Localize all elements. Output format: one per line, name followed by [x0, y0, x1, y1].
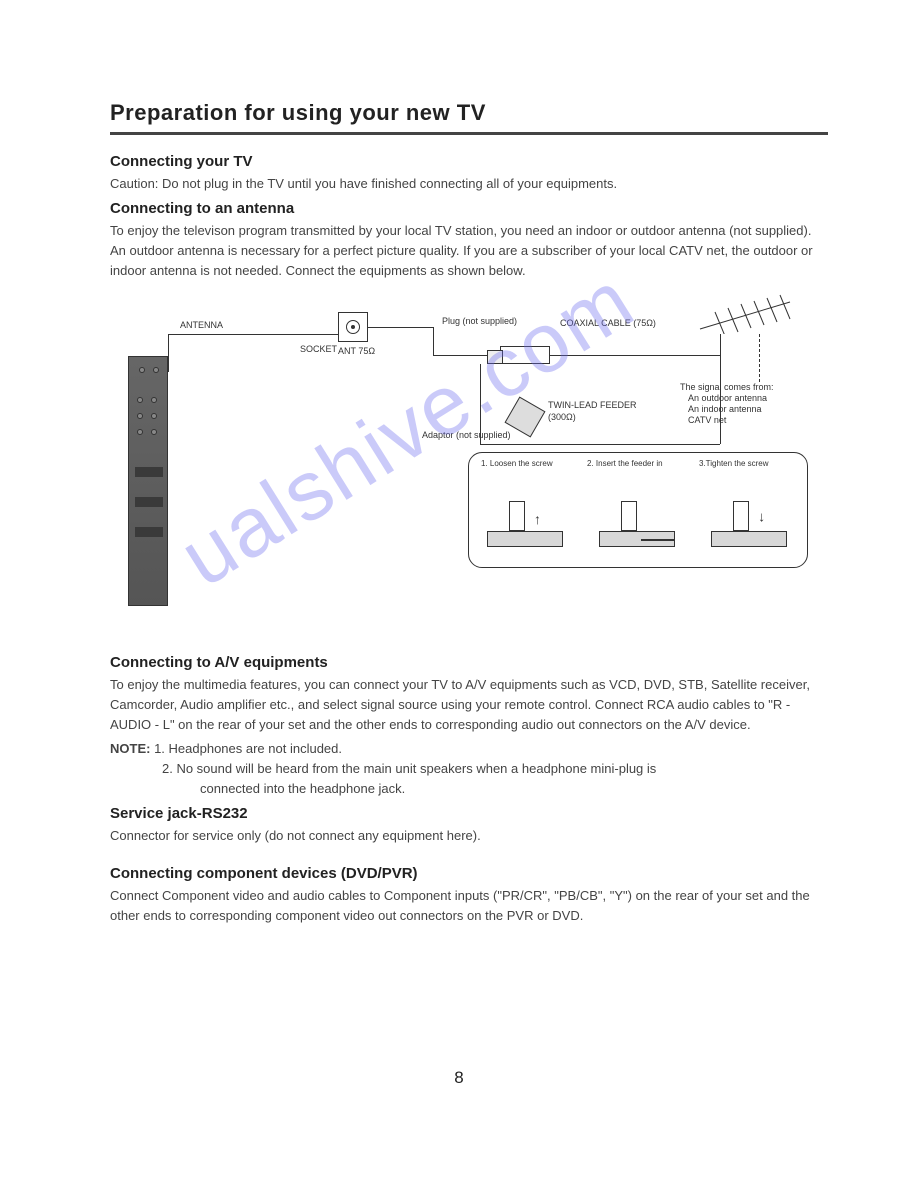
tv-side-panel — [128, 356, 168, 606]
plug-icon — [500, 346, 550, 364]
step2-fig — [591, 481, 683, 553]
note-label: NOTE: — [110, 741, 150, 756]
label-twinlead2: (300Ω) — [548, 412, 576, 422]
note-line-2b: connected into the headphone jack. — [110, 779, 828, 799]
heading-av: Connecting to A/V equipments — [110, 654, 828, 671]
label-adaptor: Adaptor (not supplied) — [422, 430, 511, 440]
label-plug: Plug (not supplied) — [442, 316, 517, 326]
line-socket-right — [368, 327, 433, 328]
text-rs232: Connector for service only (do not conne… — [110, 826, 828, 846]
label-signal1: An outdoor antenna — [688, 393, 767, 403]
heading-rs232: Service jack-RS232 — [110, 805, 828, 822]
ant-socket-icon — [338, 312, 368, 342]
label-antenna: ANTENNA — [180, 320, 223, 330]
note-line-1: NOTE: 1. Headphones are not included. — [110, 739, 828, 759]
label-signal2: An indoor antenna — [688, 404, 762, 414]
step3-fig: ↑ — [703, 481, 795, 553]
yagi-antenna-icon — [690, 294, 800, 334]
label-socket: SOCKET — [300, 344, 337, 354]
heading-component: Connecting component devices (DVD/PVR) — [110, 865, 828, 882]
note-line-2: 2. No sound will be heard from the main … — [110, 759, 828, 779]
page-title: Preparation for using your new TV — [110, 100, 828, 135]
label-coax: COAXIAL CABLE (75Ω) — [560, 318, 656, 328]
step1-fig: ↑ — [479, 481, 571, 553]
adaptor-icon — [505, 396, 546, 437]
antenna-diagram: ANTENNA SOCKET ANT 75Ω Plug (not supplie… — [110, 294, 830, 624]
text-av: To enjoy the multimedia features, you ca… — [110, 675, 828, 735]
text-connecting-tv: Caution: Do not plug in the TV until you… — [110, 174, 828, 194]
label-signal-title: The signal comes from: — [680, 382, 774, 392]
page-number: 8 — [0, 1068, 918, 1088]
label-signal3: CATV net — [688, 415, 726, 425]
line-to-plug — [433, 355, 488, 356]
label-step1: 1. Loosen the screw — [481, 459, 553, 468]
label-step2: 2. Insert the feeder in — [587, 459, 663, 468]
line-coax-top — [550, 355, 720, 356]
heading-connecting-tv: Connecting your TV — [110, 153, 828, 170]
line-socket-down — [433, 327, 434, 355]
note1-text: 1. Headphones are not included. — [154, 741, 342, 756]
text-component: Connect Component video and audio cables… — [110, 886, 828, 926]
text-antenna: To enjoy the televison program transmitt… — [110, 221, 828, 281]
step-box: 1. Loosen the screw 2. Insert the feeder… — [468, 452, 808, 568]
label-ant75: ANT 75Ω — [338, 346, 375, 356]
label-step3: 3.Tighten the screw — [699, 459, 769, 468]
line-antenna-down — [168, 334, 169, 372]
label-twinlead1: TWIN-LEAD FEEDER — [548, 400, 637, 410]
line-coax-bottom — [480, 444, 720, 445]
line-antenna — [168, 334, 338, 335]
heading-antenna: Connecting to an antenna — [110, 200, 828, 217]
line-yagi-down — [759, 334, 760, 382]
